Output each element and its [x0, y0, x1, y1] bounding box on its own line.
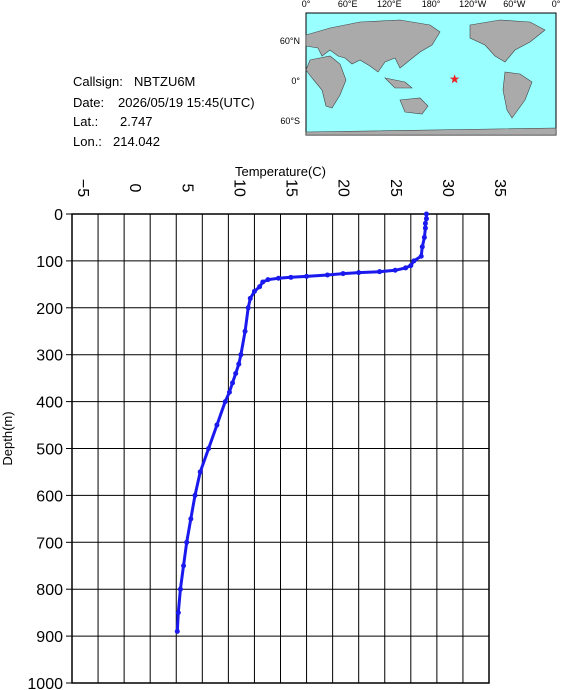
x-axis-title: Temperature(C): [235, 164, 326, 179]
map-lat-label: 60°S: [280, 116, 300, 126]
y-tick-label: 300: [36, 348, 63, 365]
profile-point: [423, 211, 429, 217]
lat: 2.747: [120, 114, 153, 129]
lon: 214.042: [113, 134, 160, 149]
y-tick-label: 1000: [27, 676, 63, 690]
map-lon-label: 120°W: [459, 0, 487, 9]
land: [305, 19, 557, 136]
profile-point: [238, 352, 244, 358]
profile-point: [197, 469, 203, 475]
profile-point: [288, 274, 294, 280]
x-tick-label: −5: [74, 179, 91, 197]
station-marker: [449, 74, 460, 84]
map-lat-label: 60°N: [280, 36, 300, 46]
profile-point: [422, 225, 428, 231]
profile-point: [192, 492, 198, 498]
y-tick-label: 200: [36, 301, 63, 318]
y-tick-label: 0: [54, 207, 63, 224]
profile-point: [245, 305, 251, 311]
x-tick-label: 10: [230, 179, 247, 197]
profile-point: [236, 361, 242, 367]
profile-point: [356, 270, 362, 276]
profile-point: [423, 216, 429, 222]
profile-point: [251, 288, 257, 294]
y-tick-label: 900: [36, 629, 63, 646]
profile-point: [214, 422, 220, 428]
plot-frame: [71, 213, 490, 684]
callsign: NBTZU6M: [134, 74, 195, 89]
profile-point: [188, 516, 194, 522]
x-tick-label: 20: [335, 179, 352, 197]
y-tick-label: 700: [36, 535, 63, 552]
map: 0° 60°E 120°E 180° 120°W 60°W 0° 60°N 0° 60°S: [280, 0, 561, 136]
profile-point: [222, 399, 228, 405]
profile-point: [419, 244, 425, 250]
profile-point: [257, 284, 263, 290]
profile-point: [265, 277, 271, 283]
y-tick-label: 100: [36, 254, 63, 271]
profile-point: [174, 628, 180, 634]
y-axis-title: Depth(m): [0, 411, 15, 465]
profile-point: [408, 263, 414, 269]
profile-point: [181, 563, 187, 569]
profile-point: [206, 446, 212, 451]
x-tick-label: 30: [439, 179, 456, 197]
map-lon-label: 120°E: [377, 0, 402, 9]
y-tick-label: 600: [36, 488, 63, 505]
x-tick-label: 35: [491, 179, 508, 197]
profile-point: [233, 370, 239, 376]
y-tick-label: 800: [36, 582, 63, 599]
profile-point: [377, 269, 383, 275]
y-tick-label: 500: [36, 442, 63, 459]
profile-point: [260, 279, 266, 285]
profile-point: [230, 380, 236, 386]
profile-point: [247, 295, 253, 301]
map-lon-label: 60°E: [338, 0, 358, 9]
profile-point: [422, 220, 428, 226]
map-lon-label: 60°W: [503, 0, 526, 9]
x-tick-label: 25: [387, 179, 404, 197]
x-tick-label: 0: [126, 184, 143, 193]
x-tick-label: 5: [178, 184, 195, 193]
date-label: Date:: [73, 95, 104, 110]
y-tick-label: 400: [36, 395, 63, 412]
x-tick-label: 15: [283, 179, 300, 197]
profile-point: [421, 234, 427, 240]
map-lon-label: 0°: [302, 0, 311, 9]
profile-point: [340, 271, 346, 277]
profile-point: [175, 610, 181, 616]
profile-point: [324, 272, 330, 278]
profile-point: [403, 265, 409, 271]
profile-point: [184, 539, 190, 545]
profile-point: [411, 258, 417, 264]
lon-label: Lon.:: [73, 134, 102, 149]
map-lon-label: 0°: [552, 0, 561, 9]
profile-line: [175, 214, 428, 632]
map-lon-label: 180°: [422, 0, 441, 9]
map-lat-label: 0°: [291, 76, 300, 86]
callsign-label: Callsign:: [73, 74, 123, 89]
profile-point: [304, 273, 310, 279]
profile-point: [275, 275, 281, 281]
profile-point: [418, 253, 424, 259]
lat-label: Lat.:: [73, 114, 98, 129]
profile-point: [177, 586, 183, 592]
profile-point: [242, 328, 248, 334]
date: 2026/05/19 15:45(UTC): [118, 95, 255, 110]
profile-point: [392, 267, 398, 273]
info-block: Callsign: NBTZU6M Date: 2026/05/19 15:45…: [73, 74, 255, 149]
profile-point: [226, 389, 232, 395]
